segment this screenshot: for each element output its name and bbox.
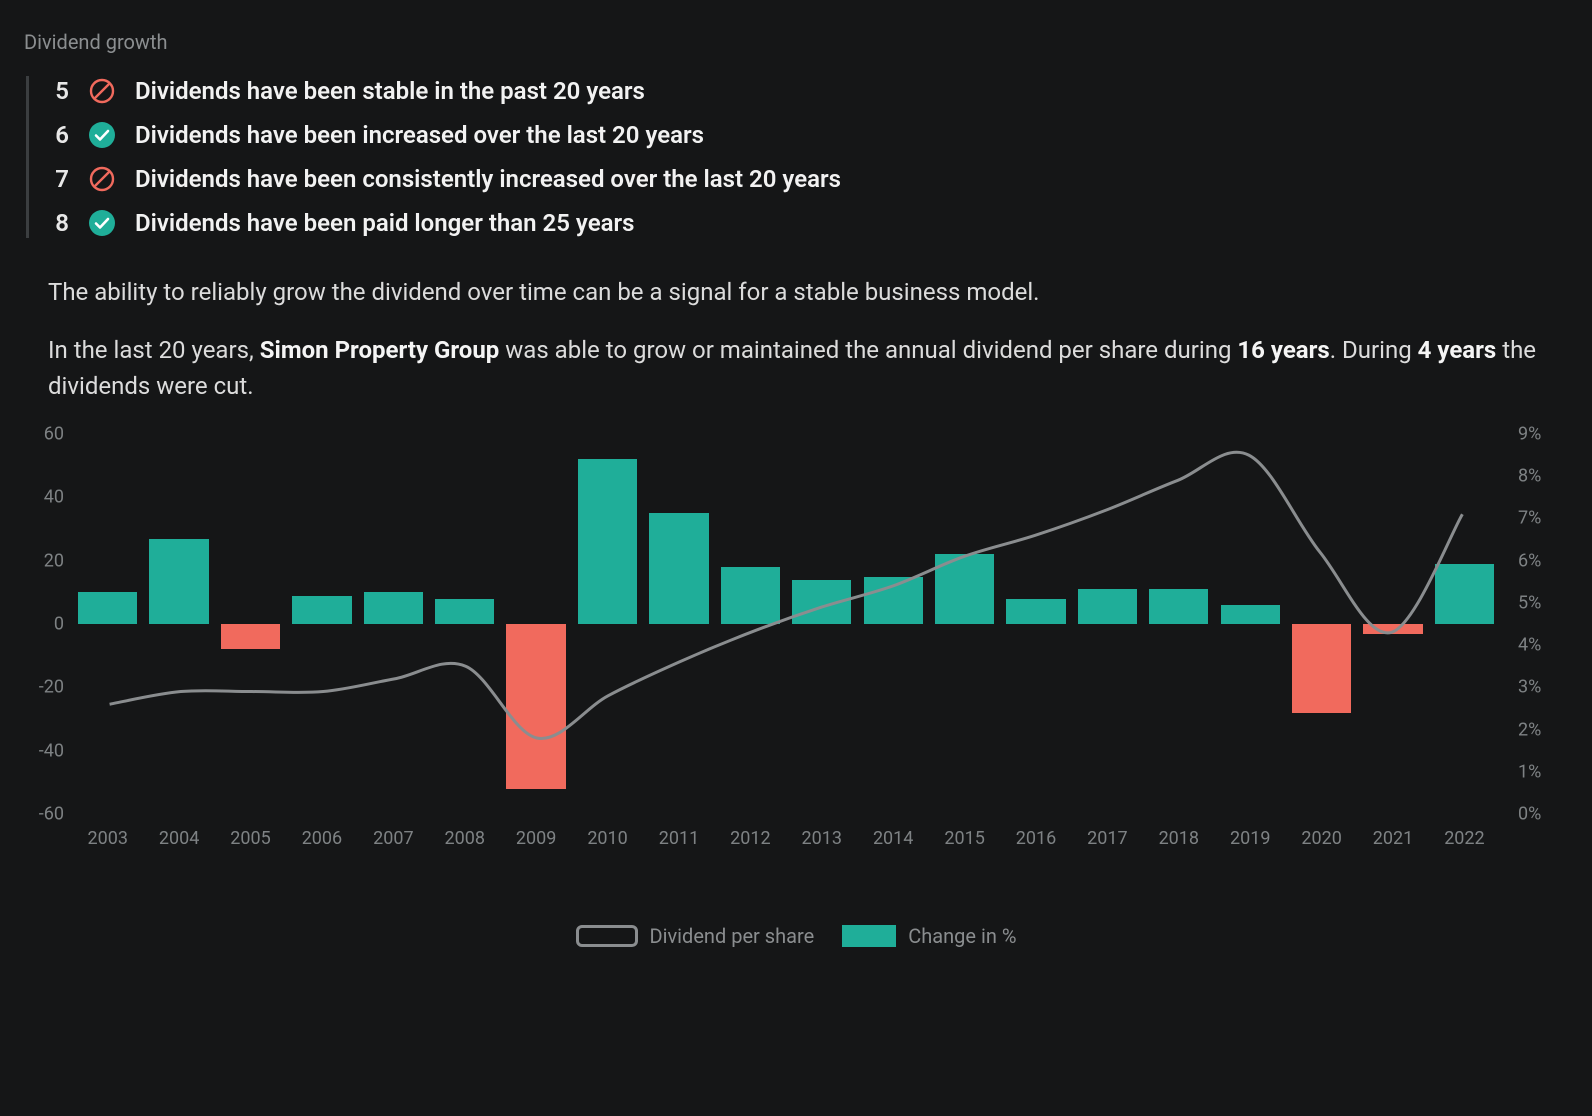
legend-line-label: Dividend per share xyxy=(650,924,815,948)
criteria-number: 7 xyxy=(49,165,69,193)
description-paragraph-2: In the last 20 years, Simon Property Gro… xyxy=(48,332,1544,404)
criteria-number: 8 xyxy=(49,209,69,237)
legend-line-item: Dividend per share xyxy=(576,924,815,948)
criteria-text: Dividends have been consistently increas… xyxy=(135,165,841,193)
text-span: In the last 20 years, xyxy=(48,336,260,364)
company-name: Simon Property Group xyxy=(260,336,500,364)
text-span: . During xyxy=(1330,336,1418,364)
pass-icon xyxy=(87,208,117,238)
text-span: was able to grow or maintained the annua… xyxy=(499,336,1237,364)
criteria-row: 8 Dividends have been paid longer than 2… xyxy=(49,208,1568,238)
description-paragraph-1: The ability to reliably grow the dividen… xyxy=(48,274,1544,310)
chart-legend: Dividend per share Change in % xyxy=(24,924,1568,948)
fail-icon xyxy=(87,164,117,194)
y-axis-left: 6040200-20-40-60 xyxy=(24,434,70,814)
plot-area xyxy=(74,434,1498,814)
criteria-number: 6 xyxy=(49,121,69,149)
legend-bar-swatch xyxy=(842,925,896,947)
legend-bar-item: Change in % xyxy=(842,924,1016,948)
criteria-row: 6 Dividends have been increased over the… xyxy=(49,120,1568,150)
legend-line-swatch xyxy=(576,925,638,947)
criteria-row: 7 Dividends have been consistently incre… xyxy=(49,164,1568,194)
dividend-chart: 6040200-20-40-60 9%8%7%6%5%4%3%2%1%0% 20… xyxy=(24,434,1568,914)
bar-series xyxy=(74,434,1498,814)
criteria-text: Dividends have been increased over the l… xyxy=(135,121,704,149)
pass-icon xyxy=(87,120,117,150)
fail-icon xyxy=(87,76,117,106)
years-grow: 16 years xyxy=(1237,336,1329,364)
criteria-number: 5 xyxy=(49,77,69,105)
criteria-text: Dividends have been stable in the past 2… xyxy=(135,77,645,105)
x-axis: 2003200420052006200720082009201020112012… xyxy=(74,814,1498,864)
y-axis-right: 9%8%7%6%5%4%3%2%1%0% xyxy=(1518,434,1564,814)
criteria-row: 5 Dividends have been stable in the past… xyxy=(49,76,1568,106)
criteria-text: Dividends have been paid longer than 25 … xyxy=(135,209,634,237)
legend-bar-label: Change in % xyxy=(908,924,1016,948)
criteria-list: 5 Dividends have been stable in the past… xyxy=(26,76,1568,238)
section-title: Dividend growth xyxy=(24,30,1568,54)
years-cut: 4 years xyxy=(1418,336,1497,364)
